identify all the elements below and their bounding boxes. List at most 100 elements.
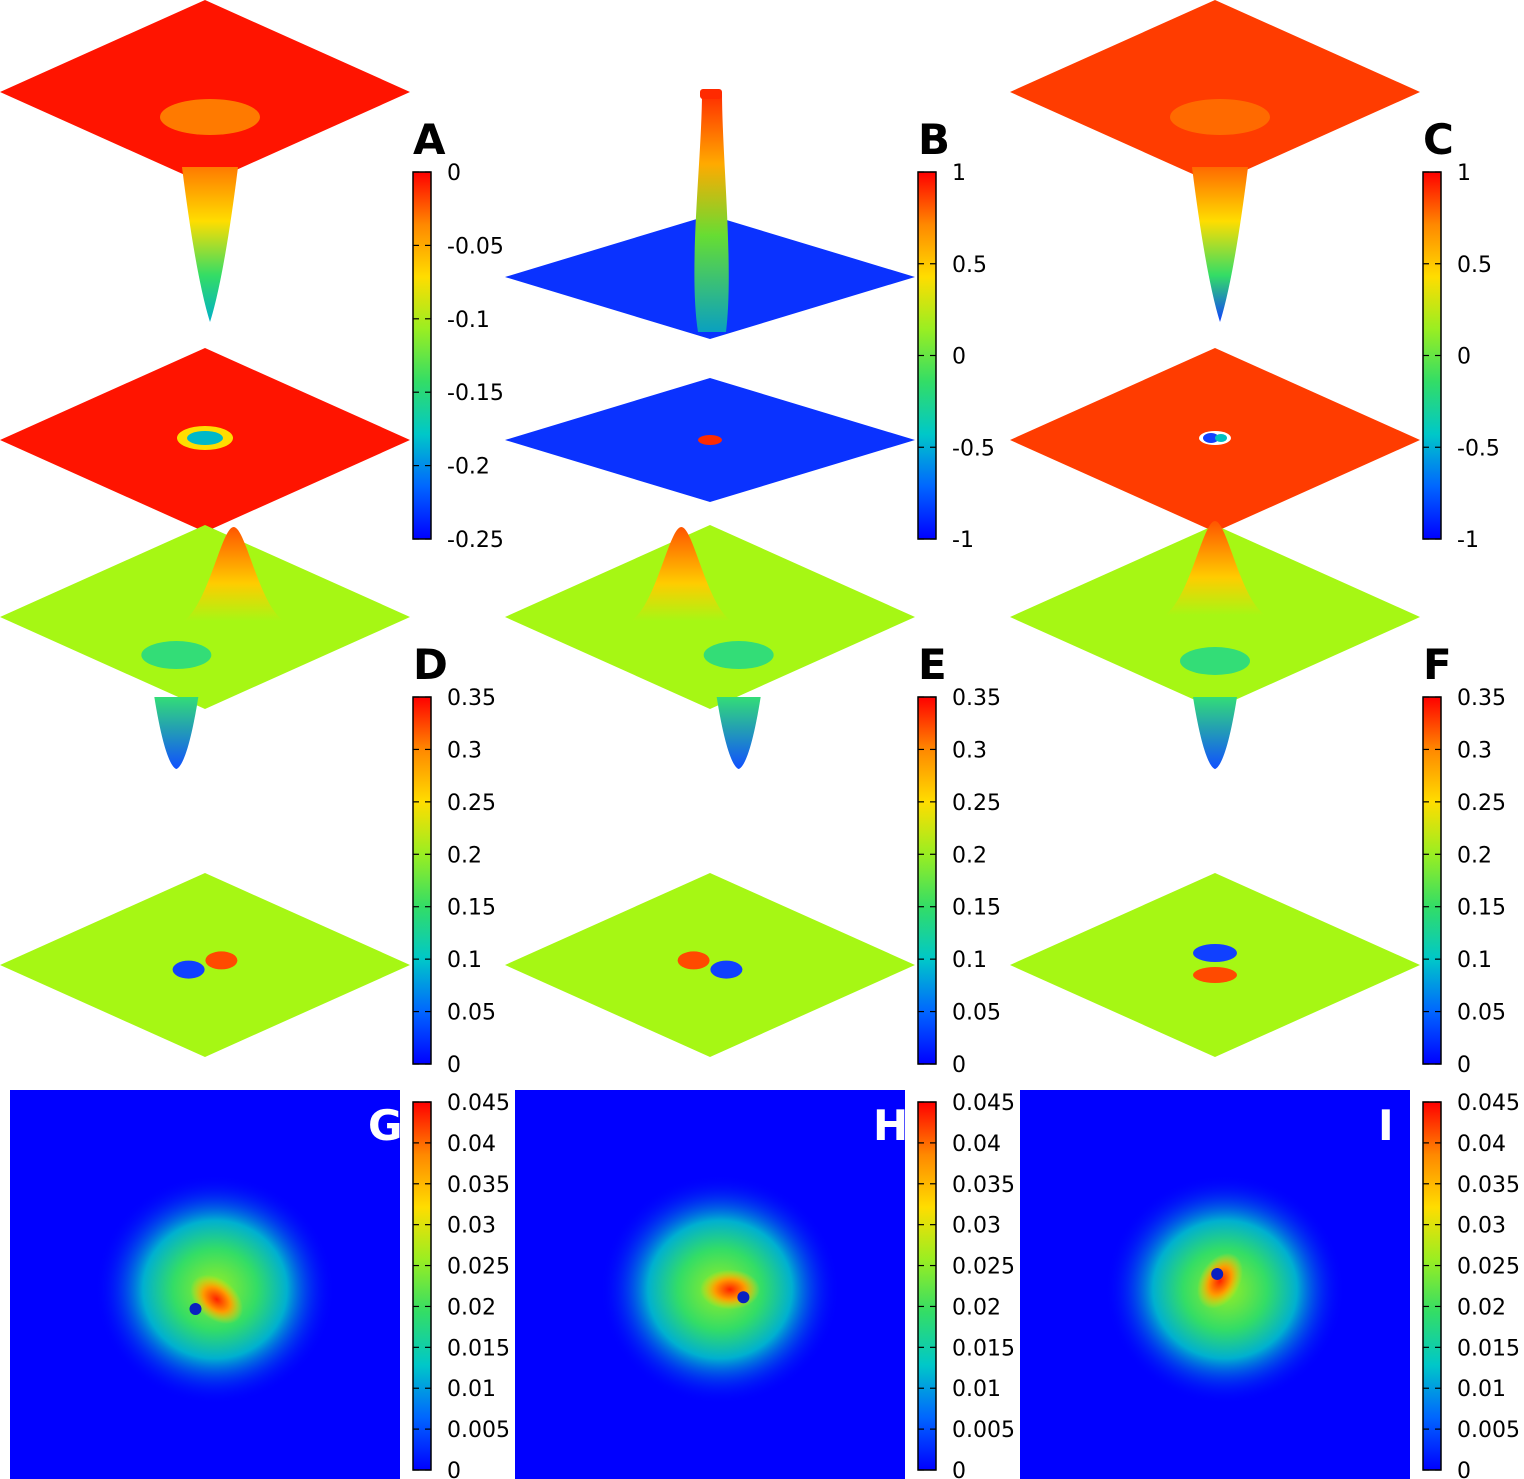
panel-i: I [1020, 1090, 1410, 1479]
panel-e-map-pos [677, 951, 710, 970]
panel-b-spike-cap [700, 89, 722, 99]
panel-f-well [1180, 647, 1250, 675]
panel-c-map-pos [1215, 434, 1227, 442]
panel-h: H [515, 1090, 908, 1479]
panel-f-trough [1193, 697, 1237, 769]
panel-e-tick-label: 0.3 [952, 738, 987, 763]
panel-h-tick-label: 0.03 [952, 1214, 1001, 1239]
panel-h-tick-label: 0.015 [952, 1336, 1015, 1361]
panel-f-tick-label: 0.25 [1457, 791, 1506, 816]
panel-g-tick-label: 0.04 [447, 1132, 496, 1157]
panel-i-colorbar [1422, 1101, 1442, 1471]
panel-d-tick-label: 0.35 [447, 686, 496, 711]
panel-c-tick-label: -1 [1457, 528, 1479, 553]
panel-e-tick-label: 0 [952, 1053, 966, 1078]
panel-i-heatmap-crescent [1197, 1253, 1243, 1309]
panel-d-tick-label: 0 [447, 1053, 461, 1078]
panel-f-tick-label: 0.1 [1457, 948, 1492, 973]
panel-f-map-neg [1193, 944, 1237, 962]
panel-e-colorbar [917, 696, 937, 1065]
panel-h-tick-label: 0 [952, 1459, 966, 1479]
panel-b-tick-label: 1 [952, 161, 966, 186]
panel-a-label: A [413, 115, 446, 164]
panel-i-tick-label: 0 [1457, 1459, 1471, 1479]
panel-a-tick-label: -0.15 [447, 381, 504, 406]
panel-d-tick-label: 0.25 [447, 791, 496, 816]
panel-h-tick-label: 0.045 [952, 1091, 1015, 1116]
panel-b-spike [694, 92, 729, 332]
panel-i-tick-label: 0.04 [1457, 1132, 1506, 1157]
panel-d-map-plane [0, 873, 410, 1057]
panel-b-tick-label: -0.5 [952, 436, 995, 461]
panel-e [505, 525, 915, 1057]
panel-h-tick-label: 0.025 [952, 1255, 1015, 1280]
panel-f-peak [1165, 521, 1265, 615]
panel-h-heatmap-spot [737, 1291, 750, 1304]
panel-d-peak [183, 526, 284, 621]
panel-f-tick-label: 0 [1457, 1053, 1471, 1078]
panel-e-map-plane [505, 873, 915, 1057]
panel-f-surface-plane [1010, 525, 1420, 709]
panel-h-colorbar [917, 1101, 937, 1471]
panel-a-surface-plane [0, 0, 410, 184]
panel-f-tick-label: 0.35 [1457, 686, 1506, 711]
panel-c-tick-label: -0.5 [1457, 436, 1500, 461]
panel-e-well [703, 641, 774, 670]
panel-d [0, 525, 410, 1057]
panel-d-trough [154, 697, 199, 769]
panel-h-heatmap-crescent [700, 1269, 760, 1310]
panel-g-tick-label: 0.015 [447, 1336, 510, 1361]
panel-a-tick-label: -0.1 [447, 308, 490, 333]
panel-g-tick-label: 0.025 [447, 1255, 510, 1280]
panel-c-surface-plane [1010, 0, 1420, 184]
panel-i-tick-label: 0.025 [1457, 1255, 1520, 1280]
panel-i-tick-label: 0.045 [1457, 1091, 1520, 1116]
panel-f-tick-label: 0.3 [1457, 738, 1492, 763]
panel-f [1010, 521, 1420, 1057]
panel-c [1010, 0, 1420, 532]
panel-a-map-core [187, 431, 223, 445]
panel-d-tick-label: 0.05 [447, 1001, 496, 1026]
panel-d-tick-label: 0.1 [447, 948, 482, 973]
panel-e-tick-label: 0.25 [952, 791, 1001, 816]
panel-h-tick-label: 0.04 [952, 1132, 1001, 1157]
panel-g-tick-label: 0 [447, 1459, 461, 1479]
panel-g-tick-label: 0.045 [447, 1091, 510, 1116]
panel-c-map-neg [1203, 433, 1219, 443]
panel-d-tick-label: 0.15 [447, 896, 496, 921]
panel-g-heatmap-crescent [190, 1274, 244, 1324]
panel-i-tick-label: 0.01 [1457, 1377, 1506, 1402]
panel-e-label: E [918, 640, 947, 689]
panel-g: G [10, 1090, 402, 1479]
panel-i-tick-label: 0.015 [1457, 1336, 1520, 1361]
panel-e-map-neg [710, 960, 743, 979]
panel-h-tick-label: 0.01 [952, 1377, 1001, 1402]
panel-a-dip [182, 167, 238, 322]
panel-e-tick-label: 0.05 [952, 1001, 1001, 1026]
panel-b-tick-label: 0 [952, 345, 966, 370]
panel-c-tick-label: 0.5 [1457, 253, 1492, 278]
panel-g-tick-label: 0.03 [447, 1214, 496, 1239]
panel-d-label: D [413, 640, 448, 689]
panel-i-tick-label: 0.02 [1457, 1295, 1506, 1320]
panel-i-tick-label: 0.035 [1457, 1173, 1520, 1198]
panel-b-tick-label: 0.5 [952, 253, 987, 278]
panel-h-tick-label: 0.035 [952, 1173, 1015, 1198]
panel-d-map-neg [172, 960, 205, 979]
panel-a [0, 0, 410, 532]
panel-e-tick-label: 0.35 [952, 686, 1001, 711]
panel-f-map-pos [1193, 967, 1237, 983]
panel-a-tick-label: -0.25 [447, 528, 504, 553]
panel-h-label: H [873, 1101, 908, 1150]
panel-c-dip [1192, 167, 1248, 322]
panel-f-tick-label: 0.05 [1457, 1001, 1506, 1026]
panel-i-heatmap-spot [1211, 1267, 1224, 1280]
panel-e-tick-label: 0.1 [952, 948, 987, 973]
panel-f-label: F [1423, 640, 1452, 689]
panel-g-tick-label: 0.005 [447, 1418, 510, 1443]
panel-g-tick-label: 0.035 [447, 1173, 510, 1198]
panel-a-tick-label: -0.2 [447, 455, 490, 480]
panel-h-tick-label: 0.02 [952, 1295, 1001, 1320]
panel-d-well [141, 641, 212, 670]
